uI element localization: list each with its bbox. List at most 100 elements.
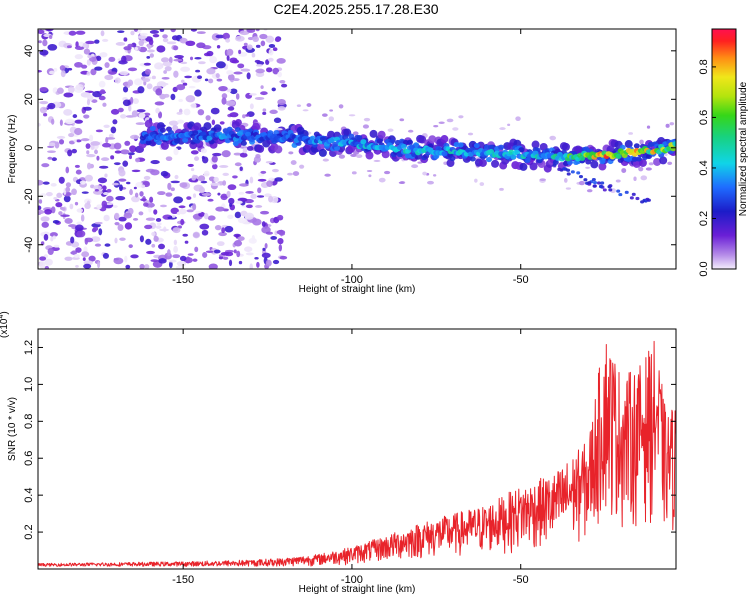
spectrogram-blob	[257, 187, 262, 194]
spectrogram-blob	[171, 214, 176, 218]
spectrogram-blob	[194, 89, 202, 97]
spectrogram-blob	[211, 163, 218, 170]
spectrogram-blob	[129, 189, 133, 196]
spectrogram-blob	[277, 214, 284, 221]
spectrogram-blob	[172, 124, 179, 132]
spectrogram-blob	[160, 57, 170, 63]
spectrogram-blob	[590, 160, 599, 169]
spectrogram-blob	[100, 157, 110, 162]
spectrogram-blob	[235, 200, 243, 205]
spectrogram-blob	[428, 135, 437, 144]
spectrogram-blob	[215, 34, 225, 39]
spectrogram-blob	[221, 97, 227, 105]
spectrogram-blob	[160, 204, 167, 208]
spectrogram-blob	[187, 253, 194, 256]
spectrogram-blob	[59, 65, 66, 71]
spectrogram-blob	[579, 155, 586, 161]
spectrogram-blob	[96, 204, 102, 210]
spectrogram-blob	[479, 182, 485, 187]
spectrogram-blob	[92, 226, 99, 232]
spectrogram-blob	[172, 254, 181, 259]
spectrogram-blob	[76, 208, 84, 213]
spectrogram-blob	[638, 166, 644, 172]
spectrogram-blob	[108, 133, 114, 138]
spectrogram-blob	[117, 58, 123, 61]
spectrogram-blob	[127, 67, 138, 72]
spectrogram-blob	[222, 172, 229, 177]
spectrogram-blob	[218, 165, 229, 168]
spectrogram-blob	[131, 195, 140, 203]
spectrogram-blob	[110, 155, 115, 160]
spectrogram-blob	[207, 215, 216, 221]
spectrogram-blob	[155, 107, 160, 114]
spectrogram-blob	[491, 159, 500, 168]
colorbar-label: Normalized spectral amplitude	[738, 81, 749, 216]
spectrogram-blob	[56, 135, 66, 139]
spectrogram-blob	[329, 109, 334, 112]
spectrogram-blob	[142, 77, 151, 83]
spectrogram-blob	[198, 175, 206, 182]
spectrogram-blob	[185, 95, 196, 103]
spectrogram-blob	[38, 29, 45, 35]
spectrogram-blob	[210, 107, 220, 115]
spectrogram-blob	[122, 99, 131, 107]
spectrogram-blob	[175, 265, 183, 269]
spectrogram-blob	[48, 142, 56, 147]
spectrogram-blob	[139, 32, 148, 36]
spectrogram-blob	[115, 196, 126, 201]
spectrogram-blob	[68, 132, 75, 138]
spectrogram-blob	[82, 42, 88, 48]
spectrogram-blob	[71, 188, 77, 196]
spectrogram-blob	[114, 221, 120, 226]
spectrogram-blob	[247, 36, 254, 41]
spectrogram-blob	[174, 54, 184, 59]
spectrogram-blob	[128, 244, 133, 249]
colorbar-frame	[711, 28, 737, 270]
spectrogram-blob	[667, 161, 673, 165]
spectrogram-blob	[292, 171, 300, 176]
spectrogram-blob	[38, 199, 43, 204]
spectrogram-blob	[149, 125, 156, 132]
spectrogram-blob	[519, 162, 528, 171]
spectrogram-blob	[272, 67, 280, 75]
spectrogram-blob	[73, 254, 80, 258]
spectrogram-blob	[267, 57, 274, 62]
spectrogram-blob	[139, 235, 144, 243]
spectrogram-blob	[220, 193, 228, 201]
spectrogram-y-tick-label: 40	[23, 45, 35, 57]
spectrogram-blob	[515, 116, 521, 122]
spectrogram-blob	[529, 162, 538, 171]
snr-y-tick-label: 1.0	[23, 377, 35, 392]
spectrogram-blob	[246, 145, 254, 151]
spectrogram-blob	[473, 142, 480, 149]
spectrogram-blob	[334, 145, 341, 151]
spectrogram-blob	[190, 103, 197, 109]
spectrogram-blob	[178, 208, 187, 215]
spectrogram-blob	[130, 96, 134, 104]
spectrogram-blob	[105, 137, 116, 140]
spectrogram-blob	[200, 180, 208, 184]
spectrogram-blob	[240, 140, 247, 146]
spectrogram-blob	[49, 232, 58, 238]
spectrogram-blob	[608, 188, 613, 192]
spectrogram-blob	[226, 126, 233, 132]
spectrogram-blob	[262, 108, 267, 112]
spectrogram-blob	[381, 150, 390, 159]
spectrogram-blob	[255, 153, 261, 159]
spectrogram-blob	[211, 155, 218, 163]
spectrogram-blob	[299, 164, 305, 169]
spectrogram-blob	[277, 106, 286, 111]
spectrogram-blob	[50, 236, 54, 242]
spectrogram-blob	[226, 70, 234, 75]
spectrogram-blob	[103, 214, 110, 222]
spectrogram-blob	[130, 254, 139, 259]
spectrogram-blob	[197, 75, 203, 80]
spectrogram-blob	[206, 68, 216, 75]
spectrogram-blob	[159, 228, 170, 232]
spectrogram-blob	[261, 252, 271, 259]
spectrogram-blob	[190, 150, 199, 155]
spectrogram-blob	[237, 217, 247, 224]
chart-title: C2E4.2025.255.17.28.E30	[273, 1, 438, 17]
spectrogram-blob	[108, 71, 117, 75]
spectrogram-blob	[47, 156, 53, 160]
